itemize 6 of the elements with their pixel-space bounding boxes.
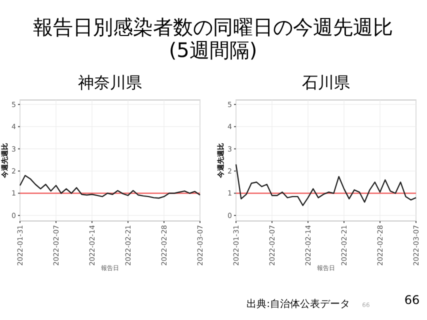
text: 66 (404, 293, 420, 307)
source-note: 出典:自治体公表データ (246, 298, 350, 310)
text: 報告日別感染者数の同曜日の今週先週比 (33, 15, 393, 39)
chart-title: 神奈川県 (78, 73, 142, 92)
text: (5週間隔) (168, 38, 258, 62)
chart-title: 石川県 (302, 73, 350, 92)
